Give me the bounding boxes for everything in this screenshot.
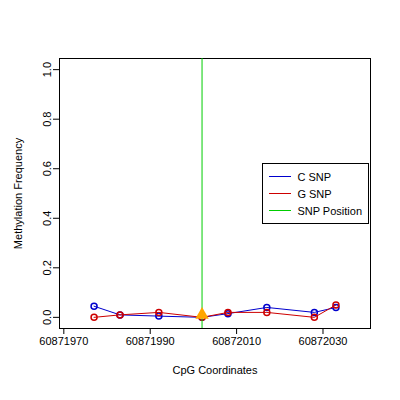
- svg-text:60871990: 60871990: [126, 335, 175, 347]
- svg-text:0.2: 0.2: [41, 260, 53, 275]
- html-text:C SNP: C SNP: [297, 170, 331, 183]
- svg-text:60871970: 60871970: [39, 335, 88, 347]
- svg-text:0.4: 0.4: [41, 211, 53, 226]
- html-text:G SNP: G SNP: [297, 187, 332, 200]
- svg-text:0.6: 0.6: [41, 161, 53, 176]
- html-text:SNP Position: SNP Position: [297, 204, 362, 217]
- svg-text:60872010: 60872010: [212, 335, 261, 347]
- svg-text:0.0: 0.0: [41, 310, 53, 325]
- svg-text:CpG Coordinates: CpG Coordinates: [173, 364, 258, 376]
- svg-text:Methylation Frequency: Methylation Frequency: [12, 137, 24, 249]
- svg-text:0.8: 0.8: [41, 112, 53, 127]
- svg-text:1.0: 1.0: [41, 62, 53, 77]
- svg-text:60872030: 60872030: [299, 335, 348, 347]
